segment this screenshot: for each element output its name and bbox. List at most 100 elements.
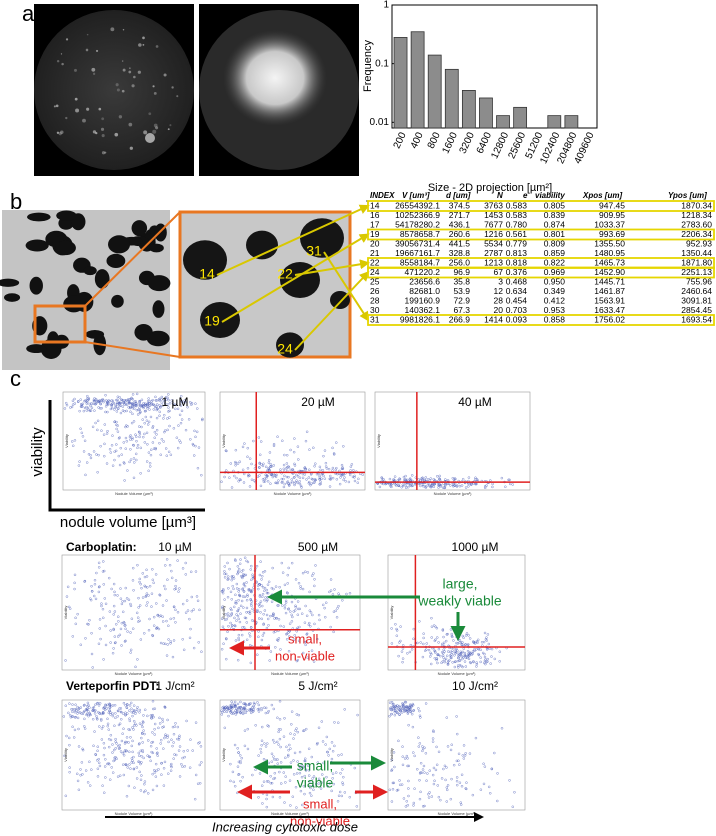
table-header: Xpos [um] (582, 191, 622, 200)
speckle (148, 112, 151, 115)
mini-y-label: Viability (389, 748, 394, 762)
table-cell: 19 (370, 229, 380, 239)
table-cell: 8558184.7 (400, 257, 440, 267)
table-cell: 3 (498, 276, 503, 286)
x-tick-label: 400 (409, 130, 426, 150)
plot-frame (375, 392, 530, 490)
speckle (86, 108, 89, 111)
annotation: weakly viable (417, 593, 501, 609)
nodule (148, 275, 171, 291)
speckle (75, 108, 79, 112)
mini-x-label: Nodule Volume (µm³) (115, 671, 154, 676)
table-cell: 993.69 (599, 229, 625, 239)
speckle (114, 133, 118, 137)
speckle (154, 92, 157, 95)
speckle (168, 128, 170, 130)
speckle (171, 86, 173, 88)
speckle (75, 98, 78, 101)
speckle (130, 147, 133, 150)
panel-label: b (10, 189, 22, 214)
speckle (169, 124, 171, 126)
bar (462, 90, 475, 128)
table-cell: 0.703 (506, 305, 528, 315)
table-cell: 1633.47 (594, 305, 625, 315)
mini-x-label: Nodule Volume (µm³) (115, 811, 154, 816)
table-cell: 0.801 (544, 229, 566, 239)
drug-name: Carboplatin: (66, 540, 137, 554)
table-header: e (523, 191, 528, 200)
table-cell: 0.779 (506, 238, 528, 248)
table-cell: 0.859 (544, 248, 566, 258)
nodule (106, 254, 125, 268)
mini-x-label: Nodule Volume (µm³) (274, 491, 313, 496)
x-tick-label: 800 (426, 130, 443, 150)
table-cell: 7677 (484, 219, 503, 229)
table-cell: 35.8 (453, 276, 470, 286)
table-cell: 952.93 (686, 238, 712, 248)
nodule (47, 331, 58, 346)
table-header: V [um³] (402, 191, 430, 200)
mini-x-label: Nodule Volume (µm³) (434, 491, 473, 496)
table-cell: 0.468 (506, 276, 528, 286)
table-header: viability (535, 191, 565, 200)
speckle (93, 73, 95, 75)
speckle (156, 45, 159, 48)
table-header: INDEX (370, 191, 395, 200)
nodule (27, 213, 51, 222)
nodule (111, 295, 124, 308)
speckle (142, 37, 145, 40)
table-cell: 0.874 (544, 219, 566, 229)
speckle (61, 53, 62, 54)
annotation: large, (442, 576, 477, 592)
table-cell: 1033.37 (594, 219, 625, 229)
table-cell: 26554392.1 (395, 200, 440, 210)
table-header: N (497, 191, 503, 200)
speckle (82, 119, 86, 123)
bar (394, 37, 407, 128)
mini-x-label: Nodule Volume (µm³) (271, 671, 310, 676)
table-cell: 2787 (484, 248, 503, 258)
bar (479, 98, 492, 128)
bar (411, 32, 424, 128)
table-cell: 17 (370, 219, 380, 229)
table-cell: 271.7 (449, 210, 471, 220)
mini-x-label: Nodule Volume (µm³) (438, 811, 477, 816)
speckle (123, 69, 126, 72)
speckle (101, 128, 104, 131)
bar (428, 55, 441, 128)
table-cell: 0.953 (544, 305, 566, 315)
table-cell: 28 (494, 295, 504, 305)
speckle (138, 71, 141, 74)
speckle (65, 117, 67, 119)
speckle (57, 60, 59, 62)
mini-y-label: Viability (64, 434, 69, 448)
speckle (96, 50, 98, 52)
dose-label: 20 µM (301, 395, 335, 409)
nodule (108, 235, 130, 253)
speckle (102, 134, 105, 137)
annotation: small, (297, 758, 334, 774)
bar (497, 116, 510, 128)
drug-name: Verteporfin PDT: (66, 679, 159, 693)
table-cell: 1350.44 (681, 248, 712, 258)
table-cell: 0.561 (506, 229, 528, 239)
speckle (132, 84, 135, 87)
nodule-label: 22 (277, 266, 293, 282)
table-cell: 0.376 (506, 267, 528, 277)
y-tick-label: 1 (383, 0, 389, 11)
nodule (134, 324, 152, 341)
x-tick-label: 200 (392, 130, 409, 150)
annotation: small, (288, 631, 322, 646)
annotation: viable (297, 775, 334, 791)
table-cell: 2206.34 (681, 229, 712, 239)
table-cell: 0.780 (506, 219, 528, 229)
table-cell: 21 (370, 248, 380, 258)
table-cell: 28 (370, 295, 380, 305)
table-cell: 2854.45 (681, 305, 712, 315)
table-cell: 31 (370, 314, 380, 324)
annotation: non-viable (275, 648, 335, 663)
bar (565, 116, 578, 128)
speckle (87, 34, 89, 36)
speckle (152, 130, 156, 134)
speckle (104, 152, 106, 154)
